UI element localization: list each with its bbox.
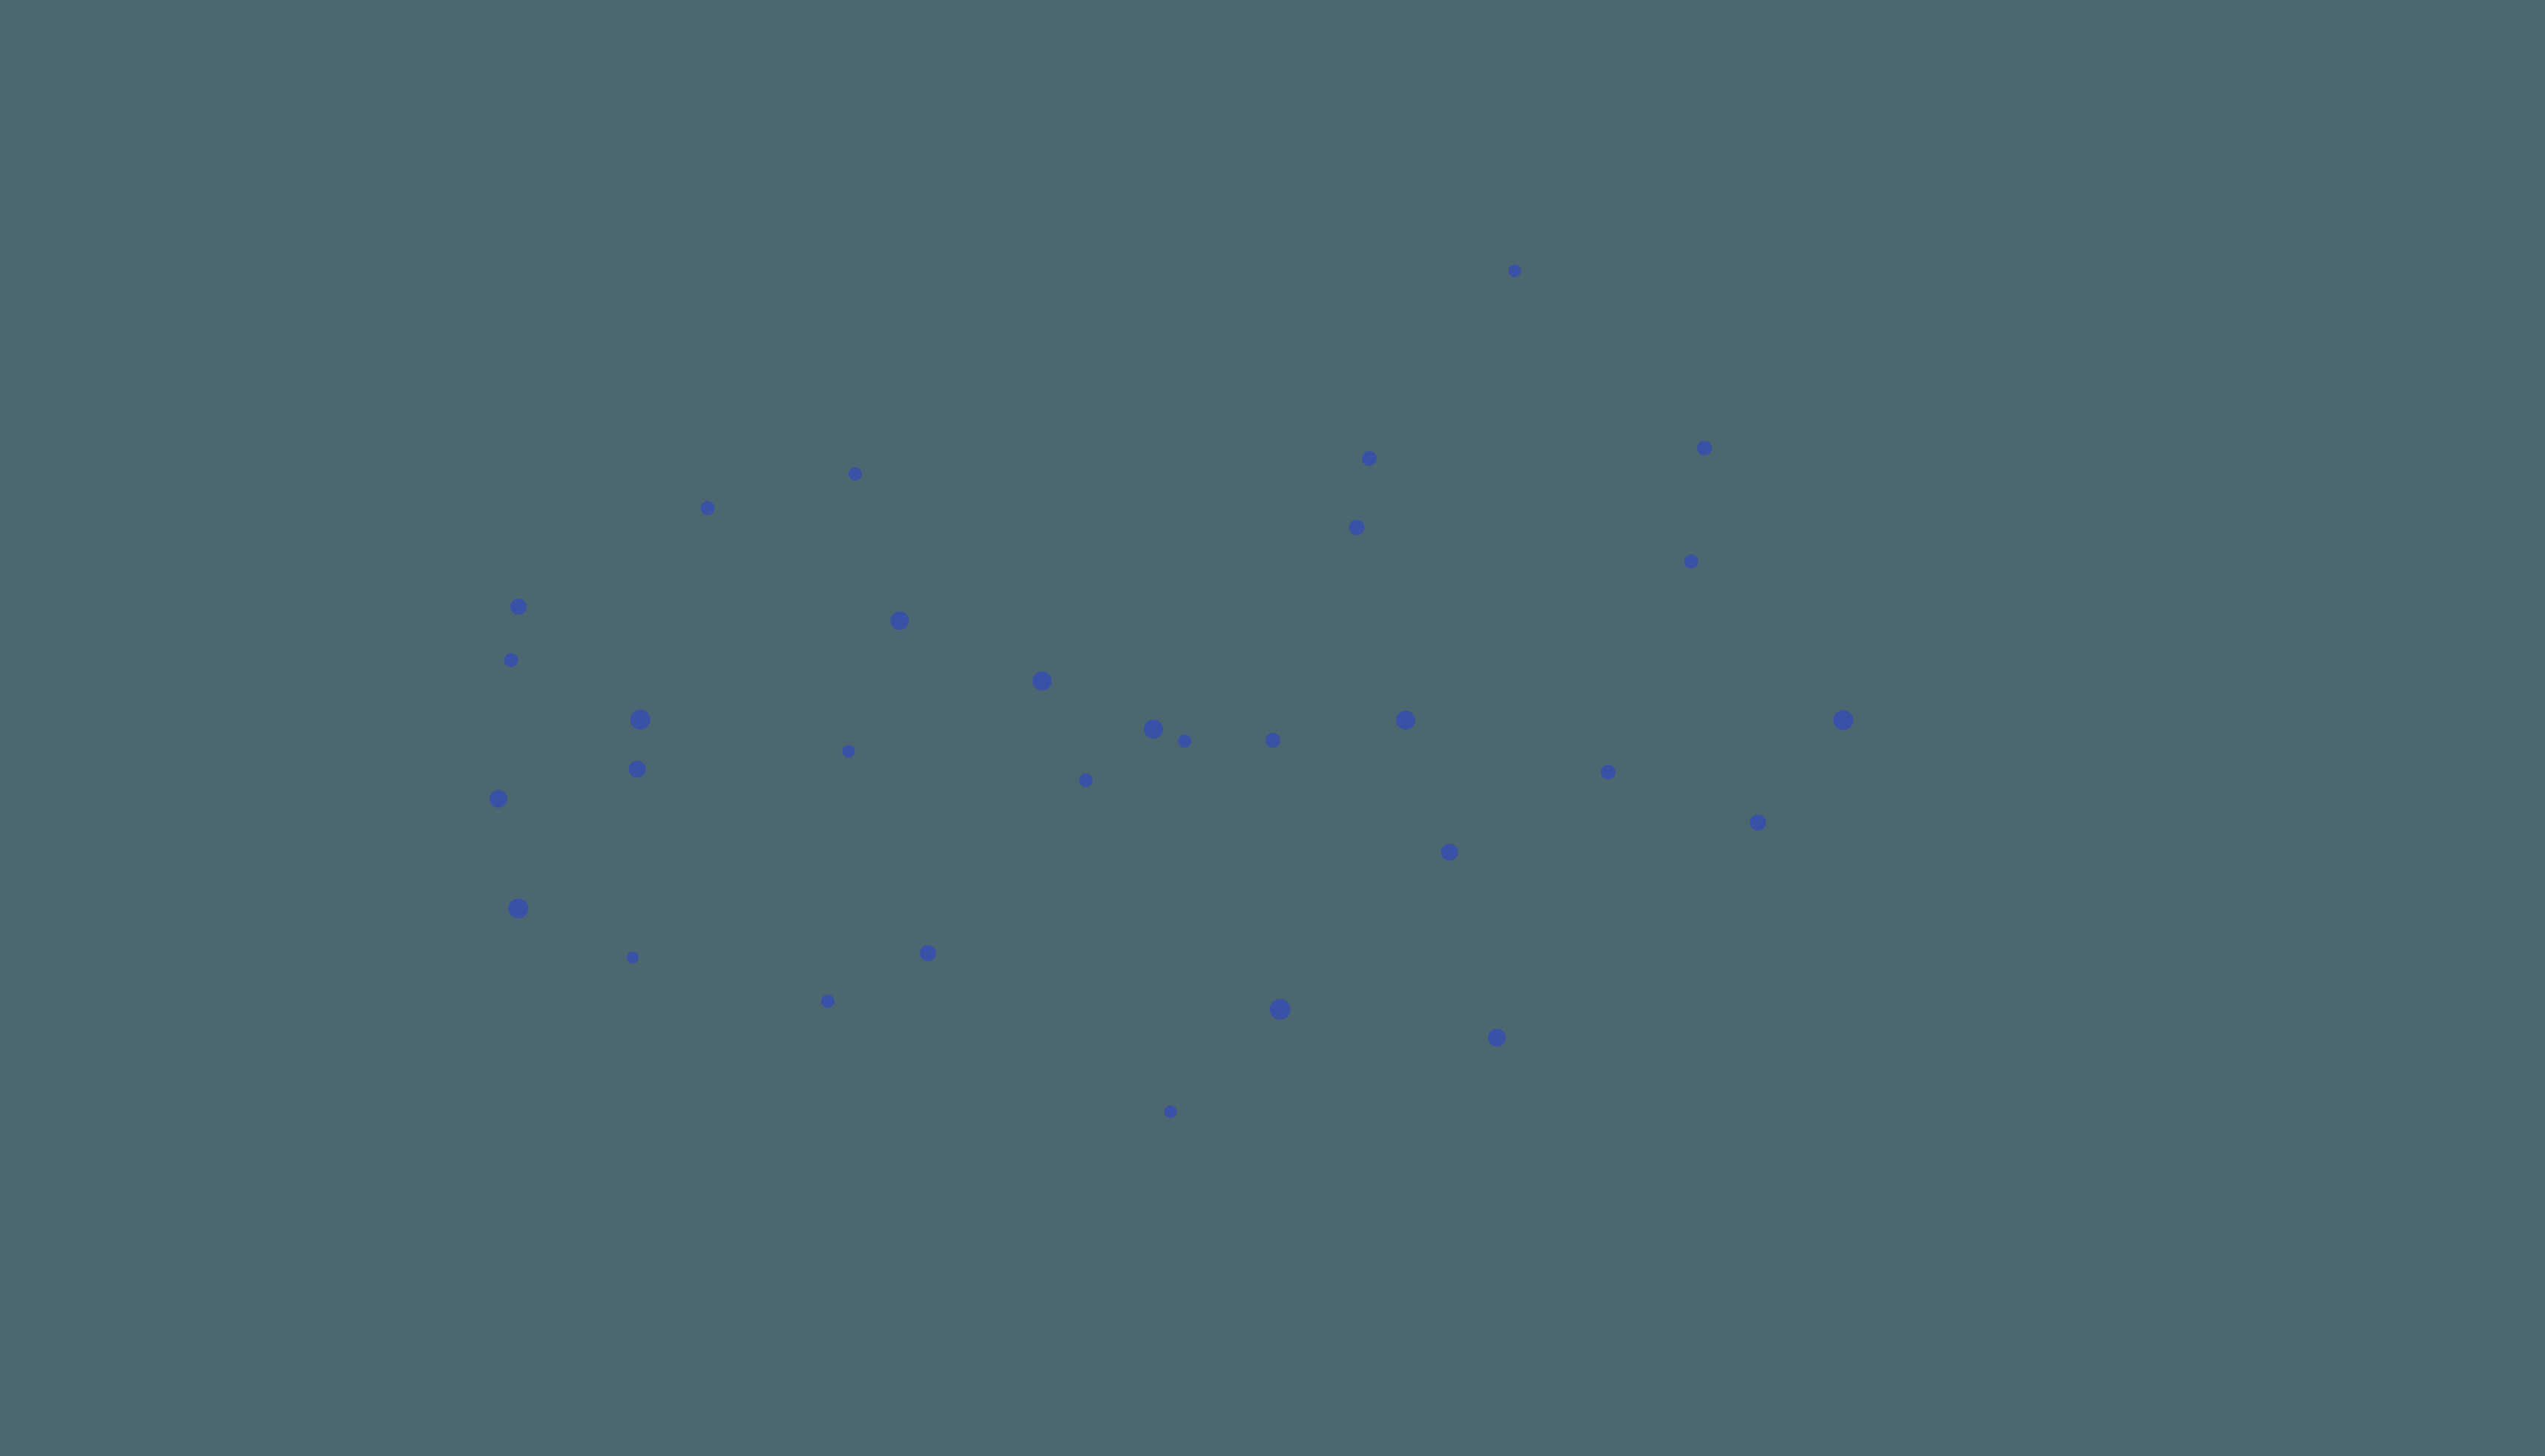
scatter-point (1601, 765, 1616, 780)
scatter-point (890, 611, 909, 630)
scatter-point (1833, 710, 1854, 731)
scatter-point (490, 790, 507, 808)
scatter-point (1349, 519, 1365, 536)
scatter-point (842, 745, 855, 758)
scatter-point (1033, 671, 1052, 691)
scatter-point (1144, 719, 1163, 739)
scatter-point (1488, 1029, 1506, 1047)
scatter-point (1178, 734, 1191, 748)
scatter-point (1079, 774, 1093, 787)
scatter-point (1697, 441, 1712, 455)
scatter-point (1269, 998, 1291, 1021)
scatter-point (1265, 733, 1280, 748)
scatter-point (508, 898, 529, 919)
scatter-point (510, 599, 527, 615)
scatter-point (1441, 843, 1458, 861)
scatter-point (700, 501, 715, 515)
scatter-point (504, 653, 518, 668)
scatter-point (630, 709, 651, 730)
scatter-point (1362, 451, 1377, 466)
scatter-point (849, 467, 862, 481)
scatter-point (628, 760, 646, 778)
scatter-point (1684, 554, 1699, 569)
scatter-point (1164, 1105, 1177, 1119)
scatter-point (1396, 711, 1415, 730)
scatter-point (627, 952, 639, 963)
scatter-point (1508, 264, 1521, 277)
scatter-point (1750, 814, 1766, 831)
scatter-point (821, 995, 834, 1008)
scatter-point (920, 945, 936, 961)
